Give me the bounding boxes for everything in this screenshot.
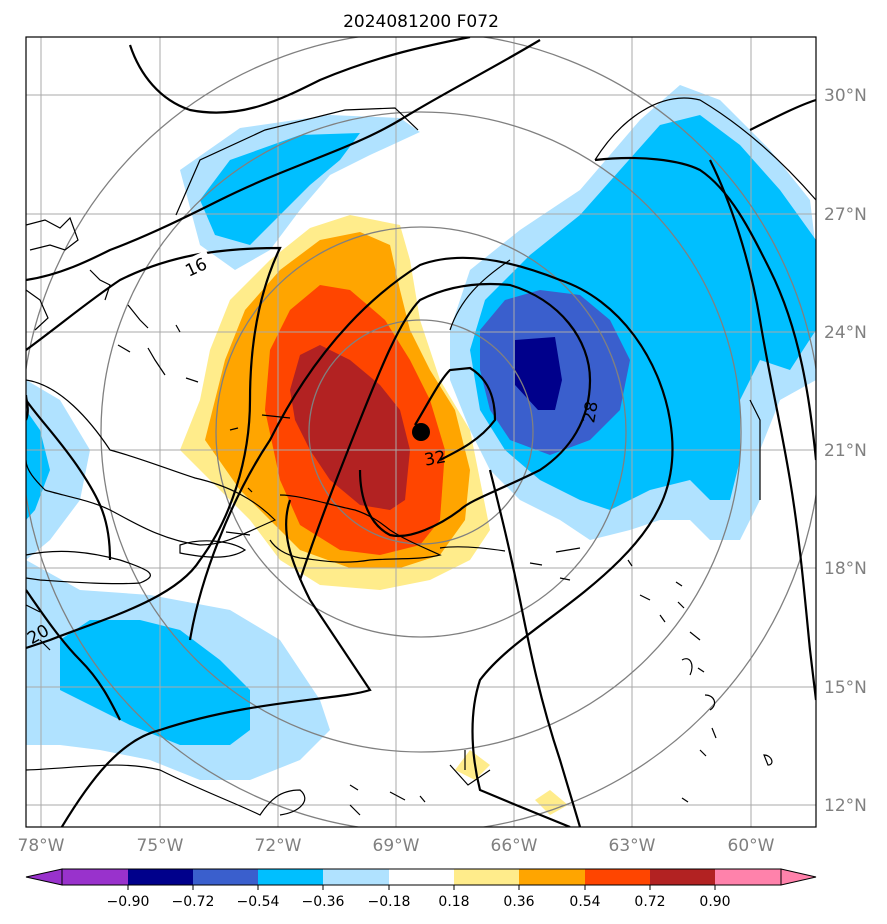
longitude-labels: 78°W 75°W 72°W 69°W 66°W 63°W 60°W bbox=[18, 836, 775, 856]
figure-title: 2024081200 F072 bbox=[343, 12, 499, 32]
colorbar-tick-7: 0.36 bbox=[503, 894, 534, 910]
colorbar-bin-4 bbox=[258, 869, 323, 885]
lat-label-18: 18°N bbox=[824, 559, 867, 579]
colorbar-bin-5 bbox=[323, 869, 389, 885]
lon-label-69: 69°W bbox=[373, 836, 420, 856]
lon-label-60: 60°W bbox=[728, 836, 775, 856]
latitude-labels: 30°N 27°N 24°N 21°N 18°N 15°N 12°N bbox=[824, 86, 867, 816]
height-contours bbox=[26, 37, 816, 827]
lon-label-66: 66°W bbox=[491, 836, 538, 856]
contour-label-32: 32 bbox=[423, 447, 448, 470]
lon-label-63: 63°W bbox=[609, 836, 656, 856]
map-panel: 16 28 32 20 bbox=[26, 37, 816, 827]
lat-label-30: 30°N bbox=[824, 86, 867, 106]
lon-label-72: 72°W bbox=[255, 836, 302, 856]
lat-label-24: 24°N bbox=[824, 323, 867, 343]
lat-lon-grid bbox=[26, 37, 816, 827]
colorbar-bin-10 bbox=[650, 869, 715, 885]
colorbar-tick-3: −0.54 bbox=[237, 894, 280, 910]
lat-label-15: 15°N bbox=[824, 678, 867, 698]
lat-label-12: 12°N bbox=[824, 796, 867, 816]
colorbar-tick-8: 0.54 bbox=[569, 894, 600, 910]
colorbar-extend-high bbox=[780, 868, 817, 886]
colorbar-tick-5: −0.18 bbox=[368, 894, 411, 910]
colorbar-tick-10: 0.90 bbox=[699, 894, 730, 910]
range-rings bbox=[26, 37, 816, 827]
colorbar-tick-6: 0.18 bbox=[438, 894, 469, 910]
shading-navy bbox=[515, 337, 562, 410]
lat-label-21: 21°N bbox=[824, 441, 867, 461]
colorbar-extend-low bbox=[25, 868, 63, 886]
colorbar-bin-9 bbox=[585, 869, 650, 885]
colorbar-bin-7 bbox=[454, 869, 519, 885]
colorbar-tick-9: 0.72 bbox=[634, 894, 665, 910]
contour-label-28: 28 bbox=[579, 400, 602, 425]
colorbar-tick-4: −0.36 bbox=[302, 894, 345, 910]
lon-label-78: 78°W bbox=[18, 836, 65, 856]
shading-dark-red bbox=[290, 345, 410, 510]
colorbar-tick-2: −0.72 bbox=[172, 894, 215, 910]
map-frame bbox=[25, 36, 817, 828]
colorbar: −0.90 −0.72 −0.54 −0.36 −0.18 0.18 0.36 … bbox=[25, 868, 817, 910]
storm-center-marker bbox=[412, 423, 430, 441]
colorbar-tick-1: −0.90 bbox=[107, 894, 150, 910]
lat-label-27: 27°N bbox=[824, 205, 867, 225]
lon-label-75: 75°W bbox=[137, 836, 184, 856]
colorbar-bin-11 bbox=[715, 869, 781, 885]
colorbar-bin-2 bbox=[128, 869, 193, 885]
colorbar-bin-8 bbox=[519, 869, 585, 885]
colorbar-bin-1 bbox=[62, 869, 128, 885]
coastlines bbox=[26, 97, 816, 816]
colorbar-frame bbox=[61, 868, 782, 886]
colorbar-bin-3 bbox=[193, 869, 258, 885]
colorbar-bin-6 bbox=[389, 869, 454, 885]
